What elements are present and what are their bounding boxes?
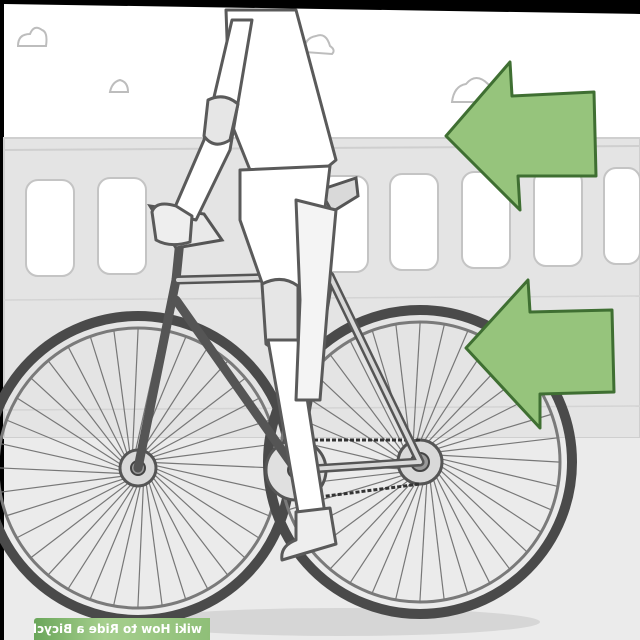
arrow-left-icon [464, 278, 616, 430]
wheel-spoke [412, 321, 421, 444]
wheel-spoke [67, 483, 136, 590]
wheel-spoke [298, 391, 401, 460]
wheel-spoke [0, 442, 123, 472]
wheel-spoke [16, 397, 123, 466]
wheel-spoke [145, 481, 163, 606]
wheel-spoke [394, 481, 425, 600]
wheel-spoke [30, 481, 131, 559]
cloud-icon [108, 78, 130, 93]
wheel-spoke [16, 479, 128, 539]
wheel-spoke [147, 480, 187, 600]
wheel-spoke [0, 475, 125, 493]
wheel-spoke [152, 473, 246, 559]
watermark-text: wiki How to Ride a Bicycle [34, 622, 202, 636]
cloud-icon [302, 34, 335, 56]
wheel-spoke [151, 475, 229, 576]
wheel-spoke [438, 468, 528, 553]
watermark-banner: wiki How to Ride a Bicycle [34, 618, 210, 640]
wheel-spoke [149, 478, 209, 590]
wheel-spoke [150, 419, 270, 459]
wheel-spoke [145, 377, 246, 455]
wheel-spoke [436, 471, 511, 570]
wheel-spoke [419, 330, 469, 443]
wheel-spoke [415, 324, 446, 443]
wheel-spoke [148, 397, 260, 457]
wheel-spoke [89, 336, 129, 456]
wheel-spoke [6, 419, 123, 469]
wheel-spoke [143, 360, 229, 454]
train-window [389, 173, 439, 271]
wheel-spoke [429, 479, 445, 600]
wheel-spoke [349, 481, 418, 584]
wheel-spoke [437, 437, 558, 453]
wheel-spoke [140, 346, 209, 453]
wheel-spoke [0, 467, 123, 475]
train-window [25, 179, 75, 277]
wheel-spoke [153, 467, 270, 517]
wheel-spoke [439, 457, 558, 488]
wheel-spoke [439, 464, 542, 533]
wheel-spoke [434, 474, 491, 584]
bicycle-seat [317, 175, 360, 215]
wheel-spoke [30, 377, 124, 463]
wheel-spoke [153, 464, 276, 494]
wheel-spoke [89, 483, 139, 600]
wheel-spoke [349, 340, 406, 450]
wheel-spoke [47, 482, 133, 576]
wheel-spoke [438, 454, 561, 463]
wheel-spoke [131, 327, 139, 453]
wheel-spoke [151, 443, 276, 461]
arrow-left-icon [444, 60, 598, 212]
wheel-spoke [432, 477, 469, 594]
wheel-spoke [113, 330, 131, 455]
train-window [97, 177, 147, 275]
wheel-spoke [419, 480, 428, 603]
wheel-spoke [153, 461, 279, 469]
wheel-spoke [112, 483, 142, 606]
wheel-spoke [395, 324, 411, 445]
train-window [533, 169, 583, 267]
cloud-icon [16, 26, 48, 47]
wheel-spoke [47, 360, 125, 461]
wheel-spoke [439, 461, 552, 511]
wheel-spoke [153, 470, 260, 539]
wheel-spoke [329, 354, 404, 453]
wheel-spoke [6, 477, 126, 517]
wheel-spoke [329, 480, 414, 570]
wheel-spoke [371, 481, 421, 594]
train-window [603, 167, 640, 265]
wheel-spoke [137, 483, 145, 609]
rider [150, 8, 338, 562]
wheel-spoke [67, 346, 127, 458]
